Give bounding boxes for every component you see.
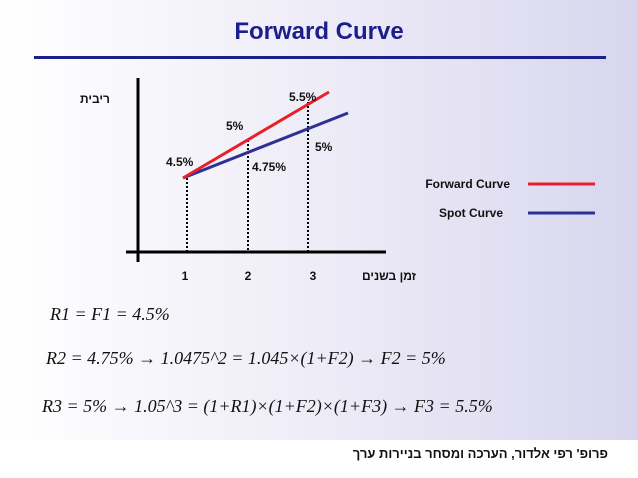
legend-label-spot: Spot Curve [439, 206, 503, 220]
equation-3: R3 = 5% → 1.05^3 = (1+R1)×(1+F2)×(1+F3) … [42, 396, 493, 417]
x-tick-label: 1 [182, 269, 189, 283]
equation-2: R2 = 4.75% → 1.0475^2 = 1.045×(1+F2) → F… [46, 348, 446, 369]
slide-background: Forward Curve ריבית זמן בשנים 1 2 3 4.5%… [0, 0, 638, 440]
data-label-spot-3: 5% [315, 140, 333, 154]
data-label-forward-2: 5% [226, 119, 244, 133]
spot-curve-line [182, 111, 349, 180]
equation-1: R1 = F1 = 4.5% [50, 304, 170, 325]
slide-title: Forward Curve [234, 18, 404, 45]
forward-curve-chart: ריבית זמן בשנים 1 2 3 4.5% 5% 5.5% 4.75%… [80, 78, 595, 283]
data-label-spot-2: 4.75% [252, 160, 286, 174]
title-divider [34, 56, 606, 59]
y-axis-label: ריבית [80, 92, 110, 106]
footer-credit: פרופ' רפי אלדור, הערכה ומסחר בניירות ערך [352, 446, 608, 461]
data-label-forward-3: 5.5% [289, 90, 317, 104]
x-axis-label: זמן בשנים [362, 269, 417, 283]
x-tick-label: 3 [310, 269, 317, 283]
x-tick-label: 2 [245, 269, 252, 283]
equation-text: R3 = 5% → 1.05^3 = (1+R1)×(1+F2)×(1+F3) … [42, 396, 493, 416]
equation-text: R2 = 4.75% → 1.0475^2 = 1.045×(1+F2) → F… [46, 348, 446, 368]
legend-label-forward: Forward Curve [425, 177, 510, 191]
forward-curve-line [182, 90, 330, 180]
equation-text: R1 = F1 = 4.5% [50, 304, 170, 324]
data-label-start: 4.5% [166, 155, 194, 169]
